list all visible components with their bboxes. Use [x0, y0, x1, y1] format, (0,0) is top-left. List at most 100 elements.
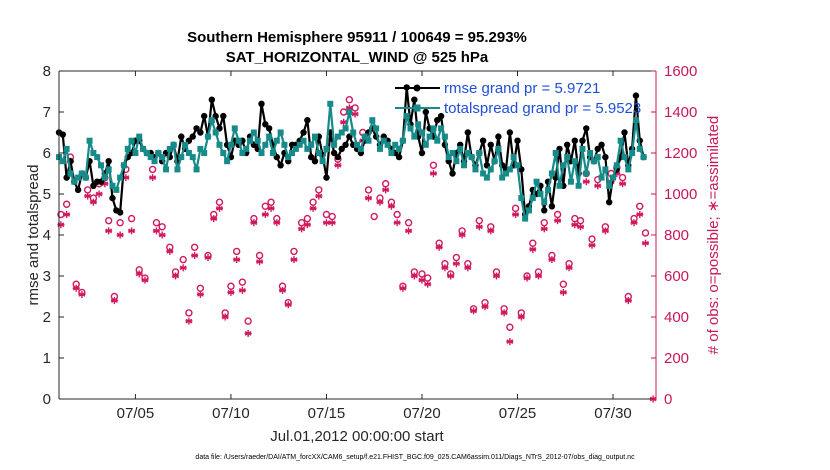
totalspread-point [556, 182, 563, 189]
rmse-point [311, 158, 319, 165]
rmse-point [548, 203, 556, 210]
obs-assimilated-point [303, 221, 311, 229]
obs-assimilated-point [523, 274, 531, 282]
totalspread-point [537, 191, 544, 197]
totalspread-point [269, 150, 276, 156]
totalspread-point [545, 186, 552, 193]
totalspread-point [289, 150, 296, 156]
y-tick-label: 4 [43, 227, 51, 244]
totalspread-point [162, 166, 169, 173]
obs-possible-point [185, 309, 193, 317]
rmse-point [395, 153, 403, 161]
rmse-point [338, 145, 345, 153]
totalspread-point [82, 174, 89, 181]
obs-assimilated-point [179, 264, 187, 272]
obs-assimilated-point [152, 227, 160, 235]
totalspread-point [392, 141, 399, 148]
obs-assimilated-point [250, 219, 258, 227]
totalspread-point [606, 182, 613, 189]
y-right-tick-label: 800 [664, 227, 689, 244]
chart-title-line2: SAT_HORIZONTAL_WIND @ 525 hPa [226, 49, 489, 66]
rmse-point [197, 129, 204, 136]
totalspread-point [640, 154, 647, 161]
totalspread-point [575, 182, 582, 189]
totalspread-point [632, 117, 639, 124]
obs-assimilated-point [185, 317, 193, 325]
totalspread-point [579, 145, 586, 152]
obs-assimilated-point [351, 110, 359, 118]
obs-assimilated-point [424, 280, 432, 288]
rmse-point [563, 141, 571, 148]
obs-assimilated-point [256, 258, 264, 266]
totalspread-point [197, 145, 204, 152]
obs-possible-point [152, 218, 161, 227]
totalspread-point [365, 137, 372, 144]
totalspread-point [338, 129, 345, 136]
obs-possible-point [244, 317, 252, 325]
rmse-point [422, 108, 429, 116]
totalspread-point [613, 162, 620, 169]
obs-possible-point [238, 278, 247, 286]
totalspread-point [457, 145, 464, 152]
totalspread-point [510, 154, 517, 161]
obs-assimilated-point [309, 204, 317, 212]
totalspread-point [101, 174, 108, 181]
totalspread-point [174, 166, 181, 173]
rmse-point [208, 96, 216, 103]
obs-assimilated-point [571, 221, 579, 229]
totalspread-point [552, 150, 559, 156]
rmse-point [449, 170, 456, 177]
totalspread-point [426, 133, 433, 140]
y-right-tick-label: 0 [664, 391, 672, 408]
rmse-point [605, 199, 613, 206]
obs-assimilated-point [540, 225, 548, 233]
rmse-point [598, 141, 605, 148]
y-tick-label: 8 [43, 63, 51, 80]
rmse-point [418, 149, 426, 157]
obs-possible-point [404, 218, 413, 227]
totalspread-point [438, 125, 445, 132]
rmse-point [193, 125, 200, 132]
obs-assimilated-point [435, 243, 443, 251]
obs-assimilated-point [334, 161, 342, 169]
rmse-point [602, 153, 609, 161]
y-tick-label: 0 [43, 391, 51, 408]
totalspread-point [529, 195, 536, 202]
rmse-point [437, 112, 445, 120]
rmse-point [330, 149, 338, 157]
totalspread-point [327, 100, 334, 107]
totalspread-point [262, 141, 269, 148]
totalspread-point [610, 174, 617, 181]
totalspread-point [522, 215, 529, 222]
totalspread-point [94, 154, 101, 161]
totalspread-point [296, 141, 303, 148]
obs-assimilated-point [554, 217, 562, 225]
obs-assimilated-point [105, 227, 113, 235]
totalspread-point [384, 141, 391, 148]
rmse-point [262, 121, 269, 128]
totalspread-point [178, 154, 185, 161]
legend: rmse grand pr = 5.9721 totalspread grand… [395, 80, 641, 117]
totalspread-point [254, 137, 261, 144]
totalspread-point [342, 125, 349, 132]
y-tick-label: 5 [43, 186, 51, 203]
rmse-point [307, 153, 315, 161]
totalspread-point [449, 150, 456, 156]
totalspread-point [514, 162, 521, 169]
y-right-tick-label: 1600 [664, 63, 697, 80]
obs-assimilated-point [364, 194, 372, 202]
totalspread-point [464, 150, 471, 156]
obs-assimilated-point [328, 219, 336, 227]
obs-assimilated-point [588, 241, 596, 249]
rmse-point [258, 100, 265, 108]
totalspread-point [201, 150, 208, 156]
totalspread-point [334, 133, 341, 140]
totalspread-point [491, 158, 498, 165]
totalspread-point [548, 170, 555, 177]
totalspread-point [159, 154, 166, 161]
totalspread-point [388, 150, 395, 156]
x-tick-label: 07/30 [594, 405, 632, 422]
totalspread-point [304, 145, 311, 152]
obs-assimilated-point [410, 272, 418, 280]
obs-assimilated-point [210, 215, 218, 223]
